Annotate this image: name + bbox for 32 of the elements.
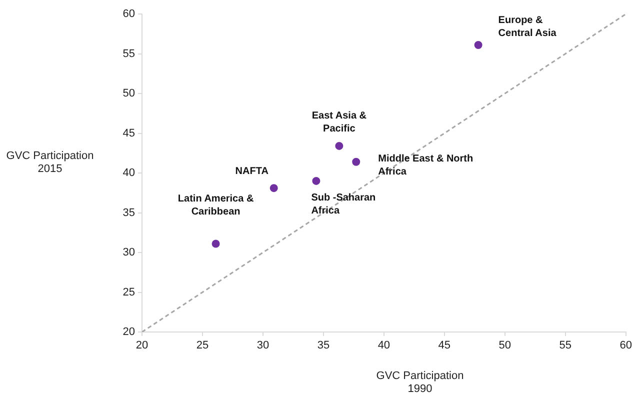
annotation: Latin America & Caribbean [178,194,254,218]
point [270,184,278,192]
x-tick-label: 40 [378,340,390,352]
y-axis-title: GVC Participation 2015 [5,150,95,176]
x-tick-label: 35 [317,340,330,352]
point [352,158,360,166]
annotation: East Asia & Pacific [312,110,367,135]
point [312,176,320,185]
annotation: Europe & Central Asia [498,14,557,39]
annotation: Sub -Saharan Africa [311,192,376,217]
x-tick-label: 20 [136,340,148,352]
x-axis-title: GVC Participation 1990 [375,370,465,396]
y-tick-label: 25 [122,286,135,298]
x-tick-label: 60 [620,340,632,352]
y-tick-label: 45 [122,127,135,140]
point [335,142,344,150]
y-tick-label: 55 [122,48,135,60]
x-tick-label: 50 [498,340,512,352]
point [474,41,482,50]
y-tick-label: 20 [122,326,135,338]
x-tick-label: 25 [196,340,209,352]
annotation: NAFTA [235,166,268,177]
x-tick-label: 30 [256,340,270,352]
y-tick-label: 60 [122,8,135,20]
y-tick-label: 35 [122,206,135,219]
point [212,240,220,248]
y-tick-label: 30 [122,246,135,259]
y-tick-label: 40 [122,167,135,180]
x-tick-label: 55 [559,340,572,352]
annotation: Middle East & North Africa [378,154,474,178]
y-tick-label: 50 [122,88,135,100]
x-tick-label: 45 [438,340,451,352]
